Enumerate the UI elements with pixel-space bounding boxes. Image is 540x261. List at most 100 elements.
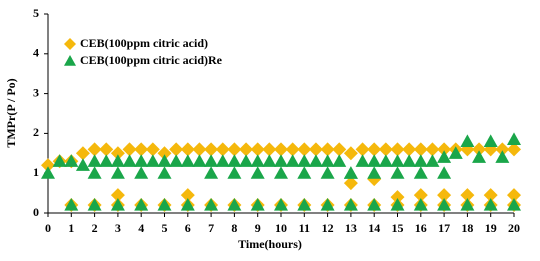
point [308, 142, 323, 157]
x-tick-label: 18 [461, 221, 473, 235]
point [239, 154, 254, 167]
point [297, 142, 312, 157]
point [425, 142, 440, 157]
x-tick-label: 14 [368, 221, 380, 235]
point [262, 142, 277, 157]
x-tick-label: 11 [299, 221, 310, 235]
point [87, 142, 102, 157]
point [402, 154, 417, 167]
point [110, 154, 125, 167]
point [460, 198, 475, 211]
x-tick-label: 15 [392, 221, 404, 235]
x-tick-label: 10 [275, 221, 287, 235]
point [145, 142, 160, 157]
x-tick-label: 3 [115, 221, 121, 235]
point [413, 166, 428, 179]
legend-marker [64, 55, 76, 66]
point [507, 142, 521, 157]
point [390, 142, 405, 157]
legend-label: CEB(100ppm citric acid) [80, 36, 208, 50]
point [297, 166, 312, 179]
y-axis-label: TMPr(P / Po) [4, 78, 18, 147]
point [110, 188, 125, 203]
x-tick-label: 1 [68, 221, 74, 235]
point [134, 142, 149, 157]
point [437, 198, 452, 211]
point [367, 142, 382, 157]
point [332, 154, 347, 167]
point [460, 134, 475, 147]
point [332, 142, 347, 157]
point [134, 198, 149, 211]
x-tick-label: 7 [208, 221, 214, 235]
point [169, 154, 184, 167]
y-tick-label: 1 [33, 165, 39, 179]
point [472, 142, 487, 157]
point [297, 154, 312, 167]
point [192, 154, 207, 167]
point [75, 146, 90, 161]
point [390, 198, 405, 211]
point [320, 198, 335, 211]
point [75, 158, 90, 171]
point [413, 188, 428, 203]
point [250, 166, 265, 179]
x-tick-label: 16 [415, 221, 427, 235]
x-tick-label: 4 [138, 221, 144, 235]
point [262, 154, 277, 167]
x-tick-label: 2 [92, 221, 98, 235]
point [367, 154, 382, 167]
point [390, 154, 405, 167]
point [204, 166, 219, 179]
point [355, 154, 370, 167]
point [250, 198, 265, 211]
point [343, 166, 358, 179]
point [308, 154, 323, 167]
point [507, 188, 521, 203]
y-tick-label: 5 [33, 6, 39, 20]
point [437, 166, 452, 179]
point [483, 134, 498, 147]
point [110, 166, 125, 179]
point [227, 154, 242, 167]
point [437, 142, 452, 157]
point [390, 190, 405, 205]
point [110, 146, 125, 161]
point [157, 166, 172, 179]
x-tick-label: 12 [322, 221, 334, 235]
point [367, 198, 382, 211]
x-tick-label: 19 [485, 221, 497, 235]
point [367, 166, 382, 179]
point [507, 198, 521, 211]
point [180, 188, 195, 203]
point [64, 154, 79, 167]
point [343, 146, 358, 161]
point [472, 150, 487, 163]
point [413, 198, 428, 211]
x-tick-label: 17 [438, 221, 450, 235]
y-tick-label: 4 [33, 46, 39, 60]
point [437, 188, 452, 203]
point [204, 142, 219, 157]
point [99, 154, 114, 167]
point [483, 198, 498, 211]
y-tick-label: 3 [33, 85, 39, 99]
point [250, 142, 265, 157]
point [495, 150, 510, 163]
point [87, 198, 102, 211]
point [483, 188, 498, 203]
point [110, 198, 125, 211]
point [250, 154, 265, 167]
point [204, 198, 219, 211]
point [215, 154, 230, 167]
point [274, 142, 288, 157]
point [192, 142, 207, 157]
point [285, 142, 300, 157]
point [180, 142, 195, 157]
y-tick-label: 0 [33, 205, 39, 219]
point [297, 198, 312, 211]
point [402, 142, 417, 157]
x-tick-label: 13 [345, 221, 357, 235]
point [99, 142, 114, 157]
